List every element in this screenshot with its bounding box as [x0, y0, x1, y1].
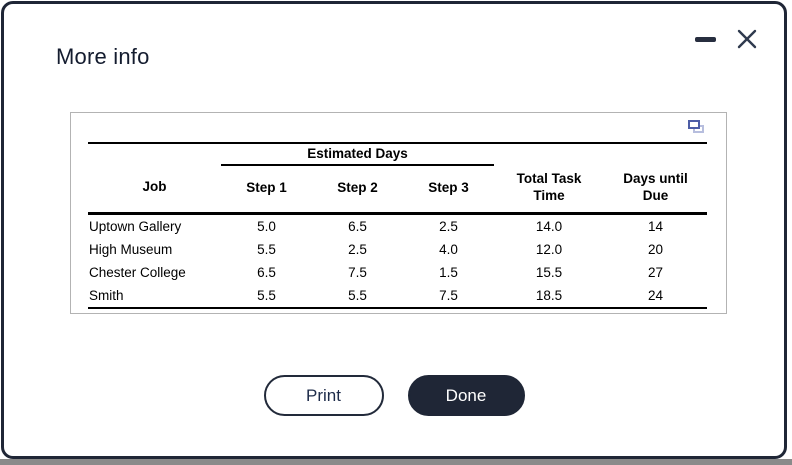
cell-step2: 2.5	[348, 241, 367, 257]
cell-days-until-due: 14	[647, 218, 664, 234]
column-header-row: Job Step 1 Step 2 Step 3 Total Task Time…	[88, 165, 707, 215]
cell-step2: 6.5	[348, 218, 367, 234]
cell-step1: 6.5	[257, 264, 276, 280]
col-header-days-until-due: Days until Due	[604, 165, 707, 215]
spacer-cell	[604, 143, 707, 165]
cell-step3: 2.5	[439, 218, 458, 234]
cell-step3: 4.0	[439, 241, 458, 257]
open-in-new-window-icon[interactable]	[688, 120, 705, 134]
col-header-total-task-time: Total Task Time	[494, 165, 604, 215]
cell-step1: 5.0	[257, 218, 276, 234]
done-button[interactable]: Done	[407, 375, 525, 416]
dialog-actions: Print Done	[4, 375, 784, 416]
table-panel: Estimated Days Job Step 1 Step 2 Step 3 …	[70, 112, 727, 314]
col-header-step2: Step 2	[312, 165, 403, 215]
cell-step1: 5.5	[257, 287, 276, 303]
table-row: Smith 5.5 5.5 7.5 18.5 24	[88, 284, 707, 308]
minimize-button[interactable]	[692, 26, 718, 52]
cell-days-until-due: 20	[647, 241, 664, 257]
cell-days-until-due: 27	[647, 264, 664, 280]
spacer-cell	[88, 143, 221, 165]
background-strip	[0, 459, 792, 465]
cell-days-until-due: 24	[647, 287, 664, 303]
minimize-icon	[694, 36, 716, 42]
cell-step2: 7.5	[348, 264, 367, 280]
table-row: Chester College 6.5 7.5 1.5 15.5 27	[88, 261, 707, 284]
window-controls	[692, 26, 760, 52]
print-button[interactable]: Print	[263, 375, 384, 416]
table-row: High Museum 5.5 2.5 4.0 12.0 20	[88, 238, 707, 261]
cell-total-task-time: 18.5	[535, 287, 563, 303]
cell-total-task-time: 12.0	[535, 241, 563, 257]
col-header-job: Job	[88, 165, 221, 215]
popout-front-rect	[688, 120, 700, 129]
cell-total-task-time: 15.5	[535, 264, 563, 280]
jobs-table: Estimated Days Job Step 1 Step 2 Step 3 …	[88, 142, 707, 309]
col-header-step3: Step 3	[403, 165, 494, 215]
cell-step3: 1.5	[439, 264, 458, 280]
cell-step3: 7.5	[439, 287, 458, 303]
group-header-row: Estimated Days	[88, 143, 707, 166]
more-info-dialog: More info	[1, 1, 787, 459]
cell-job: Smith	[89, 287, 124, 303]
table-row: Uptown Gallery 5.0 6.5 2.5 14.0 14	[88, 213, 707, 238]
cell-job: High Museum	[89, 241, 173, 257]
col-header-step1: Step 1	[221, 165, 312, 215]
cell-job: Chester College	[89, 264, 186, 280]
spacer-cell	[494, 143, 604, 165]
cell-step1: 5.5	[257, 241, 276, 257]
group-header-estimated-days: Estimated Days	[221, 143, 494, 166]
close-button[interactable]	[734, 26, 760, 52]
cell-job: Uptown Gallery	[89, 218, 182, 234]
cell-total-task-time: 14.0	[535, 218, 563, 234]
cell-step2: 5.5	[348, 287, 367, 303]
dialog-title: More info	[56, 44, 150, 69]
close-icon	[737, 29, 757, 49]
